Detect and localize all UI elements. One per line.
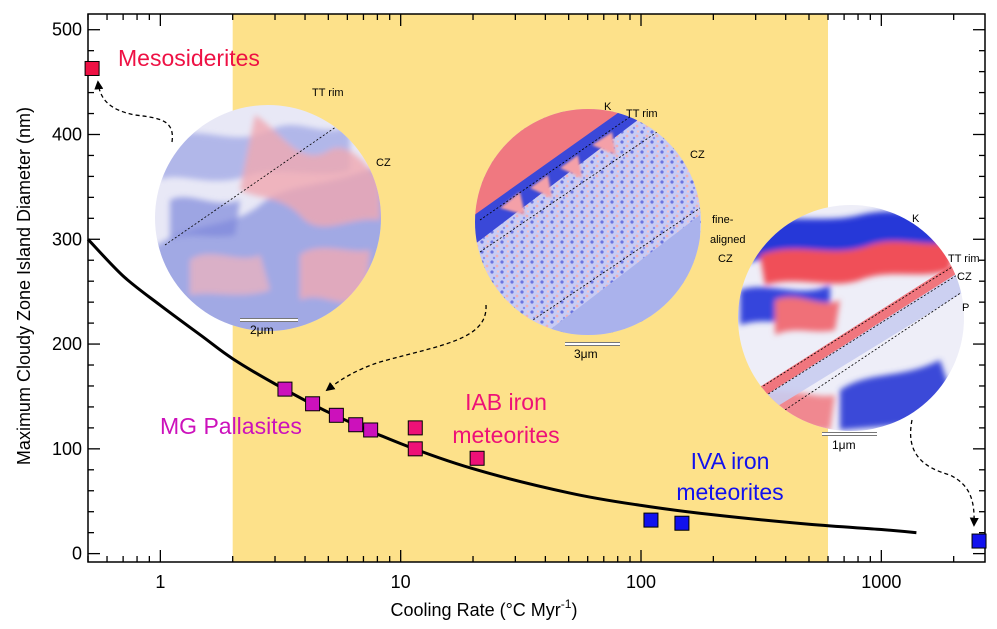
x-axis-title: Cooling Rate (°C Myr-1) <box>391 597 578 620</box>
inset-label-p: P <box>962 302 969 314</box>
y-tick-label: 300 <box>52 229 82 249</box>
data-point-iva <box>643 512 659 528</box>
inset-iva <box>738 205 964 436</box>
inset-label-cz: CZ <box>376 157 391 169</box>
x-axis-title-close: ) <box>571 600 577 620</box>
data-point-iab <box>469 450 485 466</box>
arrow-pallasite <box>325 304 487 392</box>
x-axis-tick-labels: 1 10 100 1000 <box>155 572 901 592</box>
x-tick-label: 1 <box>155 572 165 592</box>
inset-label-tt-rim: TT rim <box>312 87 344 99</box>
plot-frame <box>87 13 986 563</box>
x-axis-title-main: Cooling Rate (°C Myr <box>391 600 561 620</box>
inset-label-aligned: aligned <box>710 234 745 246</box>
arrow-mesosiderite <box>94 80 173 143</box>
data-point-iva <box>674 515 690 531</box>
y-tick-label: 500 <box>52 20 82 40</box>
inset-label-k: K <box>604 101 612 113</box>
arrow-iva <box>910 419 979 527</box>
data-point-iab <box>407 420 423 436</box>
data-point-pallasites <box>305 396 321 412</box>
group-label-mesosiderites: Mesosiderites <box>118 45 260 71</box>
group-label-iva-line2: meteorites <box>676 479 783 505</box>
data-point-pallasites <box>348 417 364 433</box>
group-label-pallasites: MG Pallasites <box>160 413 302 439</box>
x-axis-title-superscript: -1 <box>561 597 572 611</box>
x-tick-label: 1000 <box>861 572 901 592</box>
inset-label-cz: CZ <box>690 149 705 161</box>
inset-mesosiderite <box>155 105 381 331</box>
data-point-mesosiderites <box>84 60 100 76</box>
inset-iva-texture <box>738 205 964 431</box>
data-point-pallasites <box>363 422 379 438</box>
y-tick-label: 100 <box>52 439 82 459</box>
inset-mesosiderite-texture <box>155 105 381 331</box>
data-point-pallasites <box>328 407 344 423</box>
x-tick-label: 100 <box>626 572 656 592</box>
scale-bar-label: 1μm <box>832 438 856 452</box>
y-axis-title: Maximum Cloudy Zone Island Diameter (nm) <box>14 107 34 465</box>
y-tick-label: 400 <box>52 124 82 144</box>
inset-label-k: K <box>912 213 920 225</box>
data-markers <box>84 60 987 549</box>
inset-label-cz-2: CZ <box>718 253 733 265</box>
scale-bar-label: 2μm <box>250 323 274 337</box>
inset-label-tt-rim: TT rim <box>626 108 658 120</box>
group-label-iab-line2: meteorites <box>452 422 559 448</box>
x-axis-ticks <box>87 14 955 562</box>
x-tick-label: 10 <box>391 572 411 592</box>
y-tick-label: 200 <box>52 334 82 354</box>
y-tick-label: 0 <box>72 544 82 564</box>
inset-label-fine: fine- <box>712 214 734 226</box>
scale-bar-label: 3μm <box>574 347 598 361</box>
inset-label-cz: CZ <box>957 271 972 283</box>
data-point-iva <box>971 533 987 549</box>
data-point-pallasites <box>277 381 293 397</box>
data-point-iab <box>407 441 423 457</box>
inset-label-tt-rim: TT rim <box>948 253 980 265</box>
y-axis-tick-labels: 0 100 200 300 400 500 <box>52 20 82 564</box>
group-label-iva-line1: IVA iron <box>691 448 770 474</box>
group-label-iab-line1: IAB iron <box>465 389 547 415</box>
